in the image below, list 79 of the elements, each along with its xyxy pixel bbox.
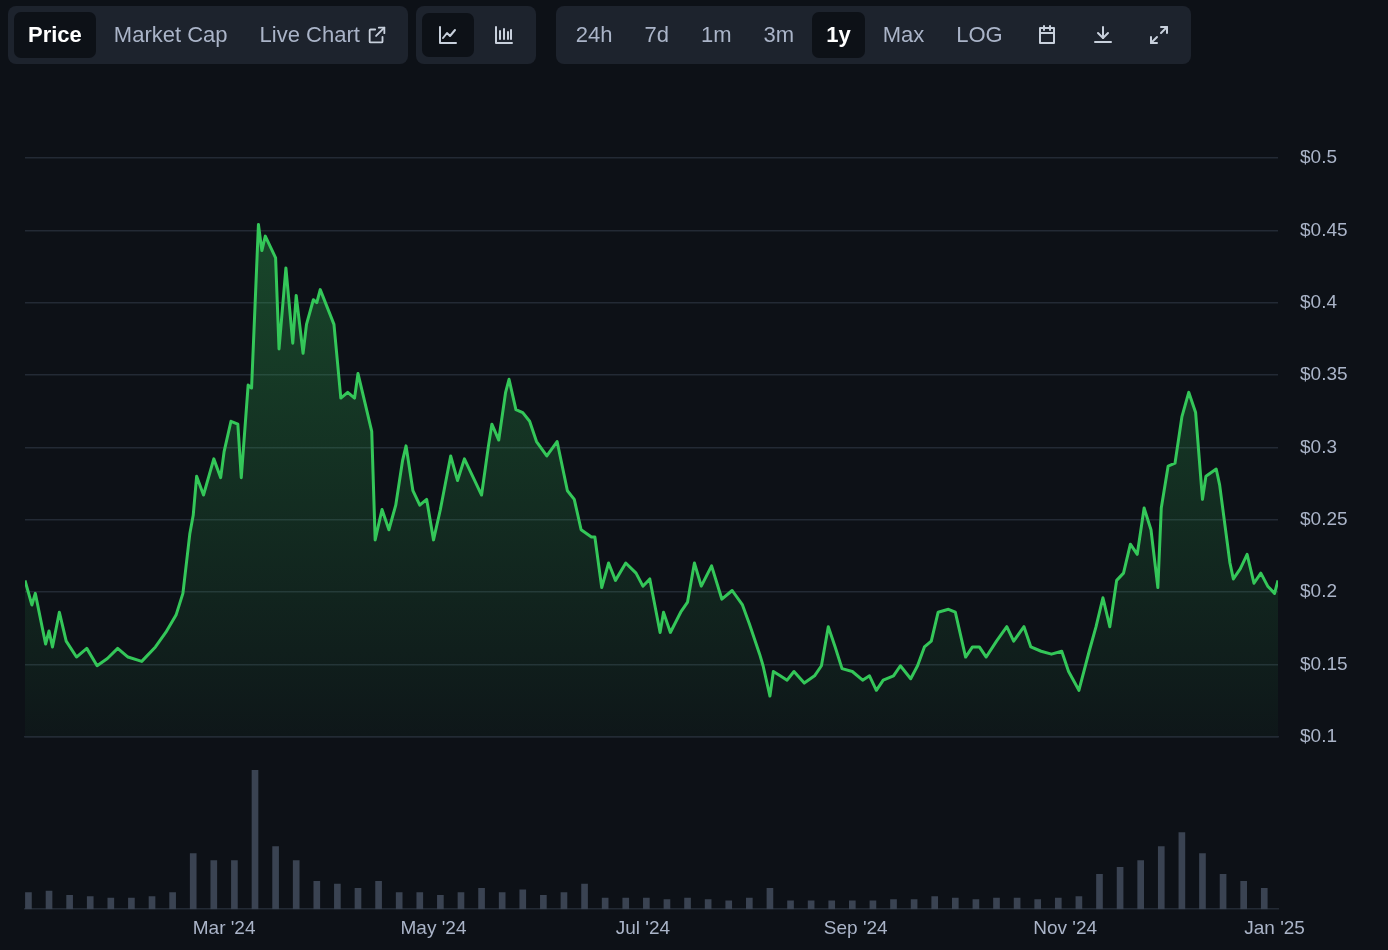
text: 1m — [700, 21, 733, 49]
text: 3m — [762, 21, 796, 49]
y-tick-label: $0.15 — [1300, 652, 1348, 674]
bar — [1054, 897, 1062, 910]
y-tick-label: $0.4 — [1300, 290, 1338, 312]
bar — [148, 896, 156, 910]
bar — [787, 900, 794, 910]
text: LOG — [955, 21, 1004, 49]
bar — [1178, 832, 1186, 910]
bar — [1219, 874, 1227, 910]
bar — [66, 894, 73, 910]
bar — [1199, 853, 1206, 910]
bar — [890, 899, 897, 910]
x-tick-label: Mar '24 — [192, 916, 256, 938]
bar — [684, 897, 691, 910]
bar — [292, 860, 300, 910]
x-tick-label: Jul '24 — [615, 916, 671, 938]
bar — [993, 897, 1000, 910]
y-tick-label: $0.3 — [1300, 435, 1337, 457]
bar — [107, 897, 115, 910]
bar — [416, 892, 424, 910]
bar — [128, 897, 135, 910]
bar — [1116, 867, 1124, 910]
bar — [169, 892, 176, 910]
text: 7d — [643, 21, 671, 49]
bar — [437, 894, 444, 910]
text: Price — [14, 12, 96, 58]
x-tick-label: May '24 — [400, 916, 467, 938]
y-tick-label: $0.1 — [1300, 724, 1337, 746]
bar — [498, 892, 506, 910]
bar — [272, 846, 279, 910]
y-tick-label: $0.45 — [1300, 218, 1348, 240]
bar — [395, 892, 403, 910]
bar — [1137, 860, 1145, 910]
y-tick-label: $0.35 — [1300, 363, 1348, 385]
bar — [189, 853, 197, 910]
bar — [231, 860, 238, 910]
text: Live Chart — [258, 21, 361, 49]
bar — [478, 887, 485, 910]
text: 24h — [574, 21, 614, 49]
bar — [581, 883, 588, 910]
bar — [746, 897, 753, 910]
text: 1y — [812, 12, 865, 58]
y-tick-label: $0.25 — [1300, 507, 1348, 529]
text: Max — [881, 21, 926, 49]
bar — [848, 900, 856, 910]
bar — [86, 896, 94, 910]
bar — [643, 897, 650, 910]
bar — [828, 900, 836, 910]
y-tick-label: $0.5 — [1300, 146, 1337, 168]
bar — [1075, 896, 1083, 910]
bar — [457, 892, 465, 910]
text: Market Cap — [112, 21, 229, 49]
bar — [951, 897, 959, 910]
x-tick-label: Nov '24 — [1033, 916, 1098, 938]
bar — [540, 894, 547, 910]
bar — [560, 892, 568, 910]
bar — [334, 883, 341, 910]
bar — [972, 899, 980, 910]
bar — [910, 899, 918, 910]
bar — [1240, 881, 1247, 910]
x-tick-label: Sep '24 — [823, 916, 889, 938]
bar — [725, 900, 733, 910]
bar — [1157, 846, 1165, 910]
y-tick-label: $0.2 — [1300, 580, 1337, 602]
bar — [663, 899, 671, 910]
bar — [1096, 874, 1103, 910]
bar — [1034, 899, 1042, 910]
bar — [210, 860, 218, 910]
bar — [931, 896, 939, 910]
x-tick-label: Jan '25 — [1244, 916, 1305, 938]
bar — [313, 881, 321, 910]
bar — [519, 889, 527, 910]
bar — [622, 897, 630, 910]
bar — [251, 770, 259, 910]
bar — [704, 899, 712, 910]
bar — [1260, 887, 1268, 910]
bar — [25, 892, 32, 910]
bar — [375, 881, 382, 910]
